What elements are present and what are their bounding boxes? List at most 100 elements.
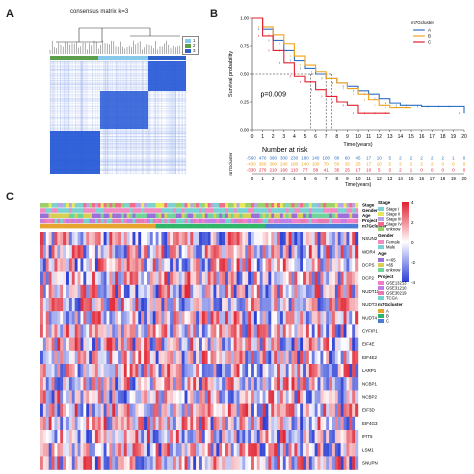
- annotation-cell: [74, 208, 78, 213]
- heatmap-cell: [48, 416, 52, 431]
- heatmap-cell: [123, 311, 127, 325]
- heatmap-cell: [164, 284, 168, 299]
- annotation-cell: [83, 203, 87, 208]
- heatmap-cell: [135, 324, 139, 338]
- heatmap-cell: [89, 245, 93, 259]
- heatmap-cell: [120, 443, 125, 457]
- annotation-cell: [175, 203, 179, 208]
- heatmap-cell: [248, 284, 252, 299]
- heatmap-cell: [253, 284, 258, 299]
- heatmap-cell: [155, 390, 159, 404]
- heatmap-cell: [141, 337, 145, 351]
- heatmap-cell: [161, 416, 165, 431]
- heatmap-cell: [80, 456, 84, 470]
- heatmap-cell: [106, 377, 110, 391]
- heatmap-cell: [323, 324, 327, 338]
- heatmap-cell: [146, 245, 151, 259]
- heatmap-cell: [277, 324, 281, 338]
- annotation-cell: [45, 203, 49, 208]
- heatmap-cell: [138, 456, 142, 470]
- heatmap-cell: [303, 245, 307, 259]
- annotation-cell: [271, 203, 275, 208]
- heatmap-cell: [204, 245, 208, 259]
- heatmap-cell: [57, 443, 61, 457]
- heatmap-cell: [196, 390, 200, 404]
- heatmap-cell: [144, 258, 148, 272]
- annotation-cell: [57, 203, 61, 208]
- heatmap-cell: [300, 324, 304, 338]
- heatmap-cell: [219, 364, 223, 378]
- annotation-cell: [227, 203, 231, 208]
- heatmap-cell: [352, 403, 356, 417]
- heatmap-cell: [51, 324, 55, 338]
- heatmap-cell: [305, 390, 310, 404]
- legend-label: A: [428, 28, 431, 33]
- heatmap-cell: [251, 311, 255, 325]
- heatmap-cell: [305, 350, 310, 365]
- heatmap-cell: [152, 416, 156, 431]
- heatmap-cell: [138, 403, 142, 417]
- heatmap-cell: [141, 416, 145, 431]
- heatmap-cell: [187, 337, 191, 351]
- heatmap-cell: [115, 403, 119, 417]
- heatmap-cell: [135, 245, 139, 259]
- heatmap-cell: [109, 311, 113, 325]
- heatmap-cell: [320, 324, 324, 338]
- heatmap-cell: [326, 403, 330, 417]
- heatmap-cell: [355, 298, 359, 312]
- annotation-cell: [190, 223, 194, 229]
- annotation-cell: [233, 203, 237, 208]
- x-tick-label: 7: [325, 134, 328, 140]
- annotation-cell: [57, 213, 61, 218]
- risk-count: 80: [334, 156, 340, 161]
- annotation-cell: [317, 203, 321, 208]
- heatmap-cell: [196, 271, 200, 285]
- heatmap-cell: [77, 324, 81, 338]
- annotation-cell: [242, 208, 246, 213]
- heatmap-cell: [303, 377, 307, 391]
- heatmap-cell: [118, 337, 122, 351]
- heatmap-cell: [120, 284, 125, 299]
- heatmap-cell: [349, 443, 353, 457]
- annotation-cell: [161, 223, 165, 229]
- heatmap-cell: [138, 271, 142, 285]
- heatmap-cell: [132, 416, 136, 431]
- legend-title: m7Gcluster: [378, 302, 403, 307]
- heatmap-cell: [175, 337, 179, 351]
- heatmap-cell: [349, 324, 353, 338]
- annotation-cell: [349, 213, 353, 218]
- heatmap-cell: [239, 245, 243, 259]
- heatmap-cell: [239, 390, 243, 404]
- heatmap-cell: [40, 364, 44, 378]
- heatmap-cell: [239, 232, 243, 246]
- annotation-cell: [71, 218, 75, 224]
- heatmap-cell: [71, 350, 75, 365]
- annotation-cell: [236, 203, 240, 208]
- annotation-cell: [331, 203, 336, 208]
- annotation-cell: [242, 218, 246, 224]
- heatmap-cell: [71, 337, 75, 351]
- heatmap-cell: [83, 390, 87, 404]
- annotation-cell: [311, 203, 315, 208]
- annotation-cell: [352, 208, 356, 213]
- annotation-cell: [123, 223, 127, 229]
- heatmap-cell: [279, 443, 284, 457]
- heatmap-cell: [242, 443, 246, 457]
- heatmap-cell: [294, 364, 298, 378]
- heatmap-cell: [291, 350, 295, 365]
- heatmap-cell: [132, 377, 136, 391]
- annotation-cell: [45, 223, 49, 229]
- heatmap-cell: [233, 377, 237, 391]
- heatmap-cell: [144, 324, 148, 338]
- heatmap-cell: [219, 284, 223, 299]
- risk-count: 2: [420, 162, 423, 167]
- annotation-cell: [262, 223, 266, 229]
- heatmap-cell: [167, 232, 171, 246]
- legend-swatch: [378, 291, 384, 295]
- heatmap-cell: [277, 232, 281, 246]
- heatmap-cell: [343, 443, 347, 457]
- heatmap-cell: [48, 298, 52, 312]
- heatmap-cell: [60, 258, 64, 272]
- annotation-cell: [170, 223, 174, 229]
- heatmap-cell: [288, 364, 292, 378]
